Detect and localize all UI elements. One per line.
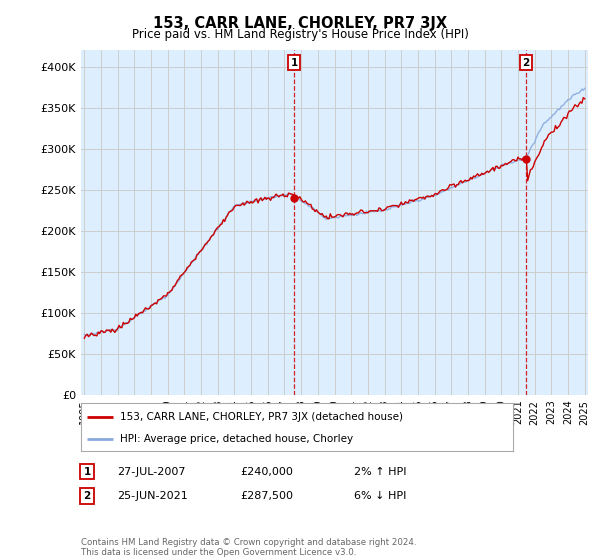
Text: 2% ↑ HPI: 2% ↑ HPI: [354, 466, 407, 477]
Text: Contains HM Land Registry data © Crown copyright and database right 2024.
This d: Contains HM Land Registry data © Crown c…: [81, 538, 416, 557]
Text: 153, CARR LANE, CHORLEY, PR7 3JX: 153, CARR LANE, CHORLEY, PR7 3JX: [153, 16, 447, 31]
Text: 2: 2: [83, 491, 91, 501]
Text: 2: 2: [523, 58, 530, 68]
Text: 153, CARR LANE, CHORLEY, PR7 3JX (detached house): 153, CARR LANE, CHORLEY, PR7 3JX (detach…: [120, 412, 403, 422]
Text: £240,000: £240,000: [240, 466, 293, 477]
Text: 1: 1: [83, 466, 91, 477]
Text: 1: 1: [290, 58, 298, 68]
Text: HPI: Average price, detached house, Chorley: HPI: Average price, detached house, Chor…: [120, 434, 353, 444]
Text: 6% ↓ HPI: 6% ↓ HPI: [354, 491, 406, 501]
Text: 25-JUN-2021: 25-JUN-2021: [117, 491, 188, 501]
Text: Price paid vs. HM Land Registry's House Price Index (HPI): Price paid vs. HM Land Registry's House …: [131, 28, 469, 41]
Text: 27-JUL-2007: 27-JUL-2007: [117, 466, 185, 477]
Text: £287,500: £287,500: [240, 491, 293, 501]
